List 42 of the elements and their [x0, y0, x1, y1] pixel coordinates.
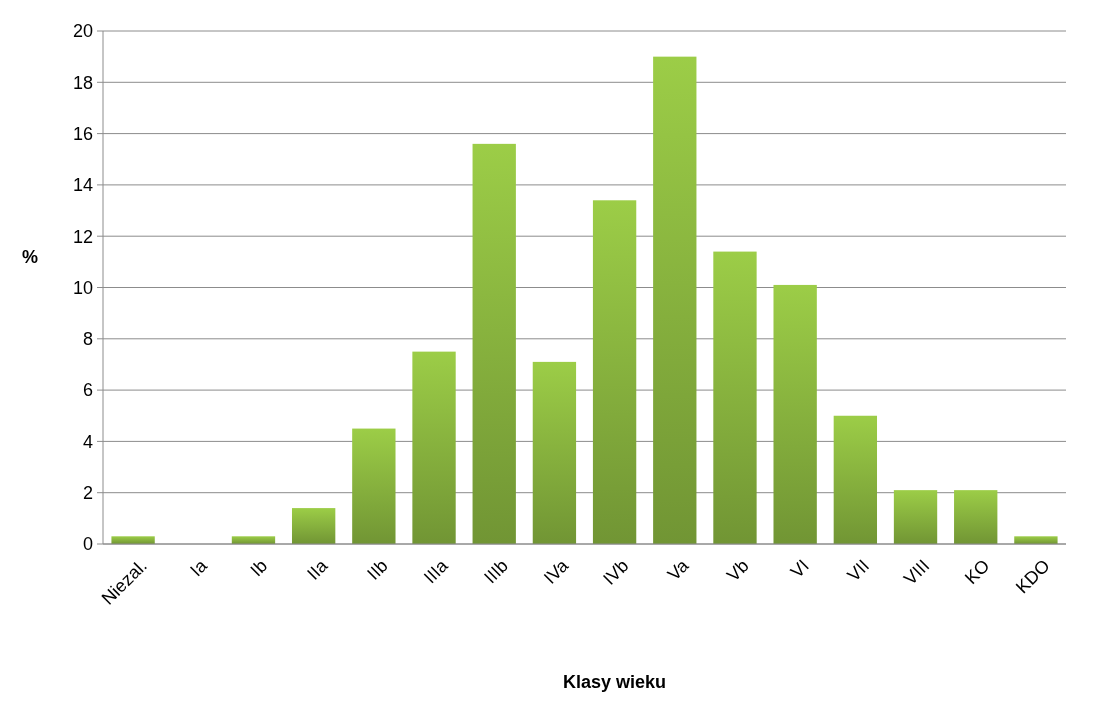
bar	[713, 251, 757, 544]
bar	[111, 536, 155, 544]
x-tick-label: IVa	[539, 554, 573, 588]
bar	[472, 143, 516, 544]
x-tick-label: IVb	[599, 555, 633, 589]
bar	[231, 536, 276, 544]
x-tick-label: KO	[960, 555, 994, 589]
y-tick-label: 6	[82, 380, 93, 401]
x-tick-label: IIb	[363, 555, 392, 584]
y-tick-label: 8	[82, 329, 93, 350]
x-tick-label: Ia	[186, 554, 212, 581]
bar	[833, 415, 878, 544]
bar	[653, 56, 697, 544]
y-tick-label: 18	[72, 72, 93, 93]
bar	[893, 490, 938, 544]
bar	[1014, 536, 1058, 544]
y-tick-label: 14	[72, 175, 93, 196]
y-tick-label: 12	[72, 226, 93, 247]
bar	[954, 490, 998, 544]
y-tick-label: 0	[82, 534, 93, 555]
x-tick-label: VI	[786, 555, 813, 582]
y-tick-label: 20	[72, 21, 93, 42]
bar	[291, 508, 336, 544]
bar	[352, 428, 396, 544]
y-tick-label: 10	[72, 277, 93, 298]
bar	[532, 361, 577, 544]
bar	[412, 351, 456, 544]
y-tick-label: 16	[72, 123, 93, 144]
x-tick-label: Vb	[722, 555, 753, 586]
bar	[592, 200, 637, 544]
x-tick-label: VII	[843, 555, 874, 586]
x-tick-label: IIIb	[480, 555, 512, 588]
y-tick-label: 2	[82, 483, 93, 503]
x-tick-label: Va	[663, 554, 694, 585]
x-tick-label: VIII	[900, 555, 934, 589]
x-tick-label: IIa	[303, 554, 333, 584]
y-tick-label: 4	[82, 431, 93, 452]
x-tick-label: IIIa	[419, 554, 453, 588]
bar	[773, 284, 817, 544]
x-axis-title: Klasy wieku	[562, 672, 667, 692]
x-tick-label: Ib	[246, 555, 272, 581]
y-axis-title: %	[21, 246, 39, 267]
